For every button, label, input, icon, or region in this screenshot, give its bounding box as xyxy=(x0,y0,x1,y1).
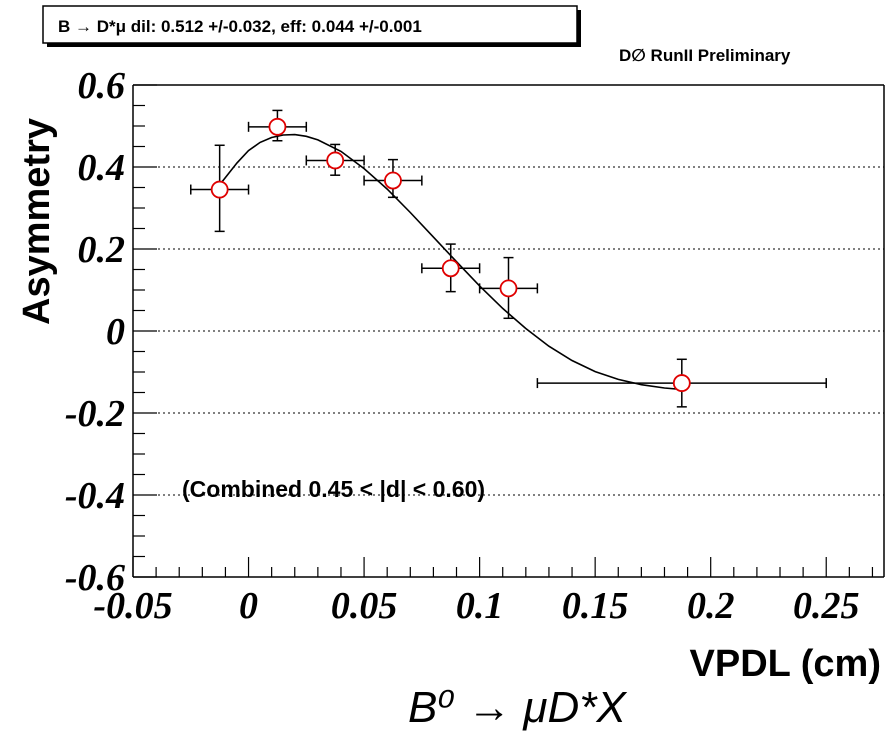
selection-annotation: (Combined 0.45 < |d| < 0.60) xyxy=(182,476,485,502)
x-tick-label: 0 xyxy=(239,585,258,627)
data-point xyxy=(478,256,539,320)
point-marker xyxy=(499,279,518,298)
x-tick-label: 0.1 xyxy=(456,585,504,627)
point-marker xyxy=(672,374,691,392)
y-tick-label: 0.4 xyxy=(78,147,126,189)
y-tick-label: -0.4 xyxy=(65,475,125,517)
x-tick-label: 0.25 xyxy=(793,585,860,627)
y-tick-label: 0.6 xyxy=(78,65,126,107)
experiment-label: D∅ RunII Preliminary xyxy=(619,46,791,65)
data-point xyxy=(536,358,827,408)
point-marker xyxy=(210,180,229,199)
y-tick-label: 0.2 xyxy=(78,229,126,271)
data-point xyxy=(305,143,365,176)
fit-curve-layer xyxy=(220,133,684,391)
info-box-text: B → D*μ dil: 0.512 +/-0.032, eff: 0.044 … xyxy=(58,17,422,36)
point-marker xyxy=(441,259,460,278)
grid-lines xyxy=(133,166,884,496)
data-point xyxy=(190,144,250,233)
data-point xyxy=(247,109,308,142)
point-marker xyxy=(326,151,345,170)
y-tick-labels: 0.6 0.4 0.2 0 -0.2 -0.4 -0.6 xyxy=(65,65,125,599)
x-tick-label: 0.05 xyxy=(331,585,398,627)
x-tick-label: -0.05 xyxy=(93,585,172,627)
y-tick-label: -0.2 xyxy=(65,393,125,435)
axes xyxy=(132,84,885,578)
fit-curve xyxy=(220,133,684,391)
x-tick-labels: -0.05 0 0.05 0.1 0.15 0.2 0.25 xyxy=(93,585,859,627)
point-marker xyxy=(384,171,402,190)
x-tick-label: 0.2 xyxy=(687,585,735,627)
y-axis-title: Asymmetry xyxy=(16,118,58,325)
y-tick-label: 0 xyxy=(106,311,125,353)
data-point xyxy=(421,243,481,293)
x-tick-label: 0.15 xyxy=(562,585,629,627)
data-points xyxy=(190,109,827,408)
data-point xyxy=(363,158,423,199)
x-axis-title: VPDL (cm) xyxy=(690,643,881,685)
point-marker xyxy=(268,117,287,136)
process-label: B⁰ → μD*X xyxy=(408,683,627,732)
y-tick-label: -0.6 xyxy=(65,557,125,599)
info-box: B → D*μ dil: 0.512 +/-0.032, eff: 0.044 … xyxy=(42,5,581,47)
